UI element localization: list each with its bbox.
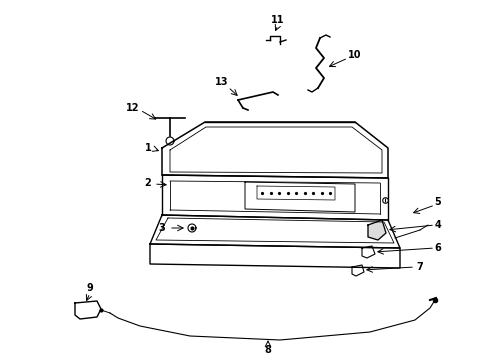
Polygon shape — [368, 220, 386, 240]
Text: 11: 11 — [271, 15, 285, 25]
Text: 8: 8 — [265, 345, 271, 355]
Text: 5: 5 — [435, 197, 441, 207]
Text: 12: 12 — [126, 103, 140, 113]
Text: 13: 13 — [215, 77, 229, 87]
Text: 10: 10 — [348, 50, 362, 60]
Text: 2: 2 — [145, 178, 151, 188]
Text: 3: 3 — [159, 223, 166, 233]
Text: 1: 1 — [145, 143, 151, 153]
Text: 4: 4 — [435, 220, 441, 230]
Text: 7: 7 — [416, 262, 423, 272]
Text: 9: 9 — [87, 283, 94, 293]
Text: 6: 6 — [435, 243, 441, 253]
